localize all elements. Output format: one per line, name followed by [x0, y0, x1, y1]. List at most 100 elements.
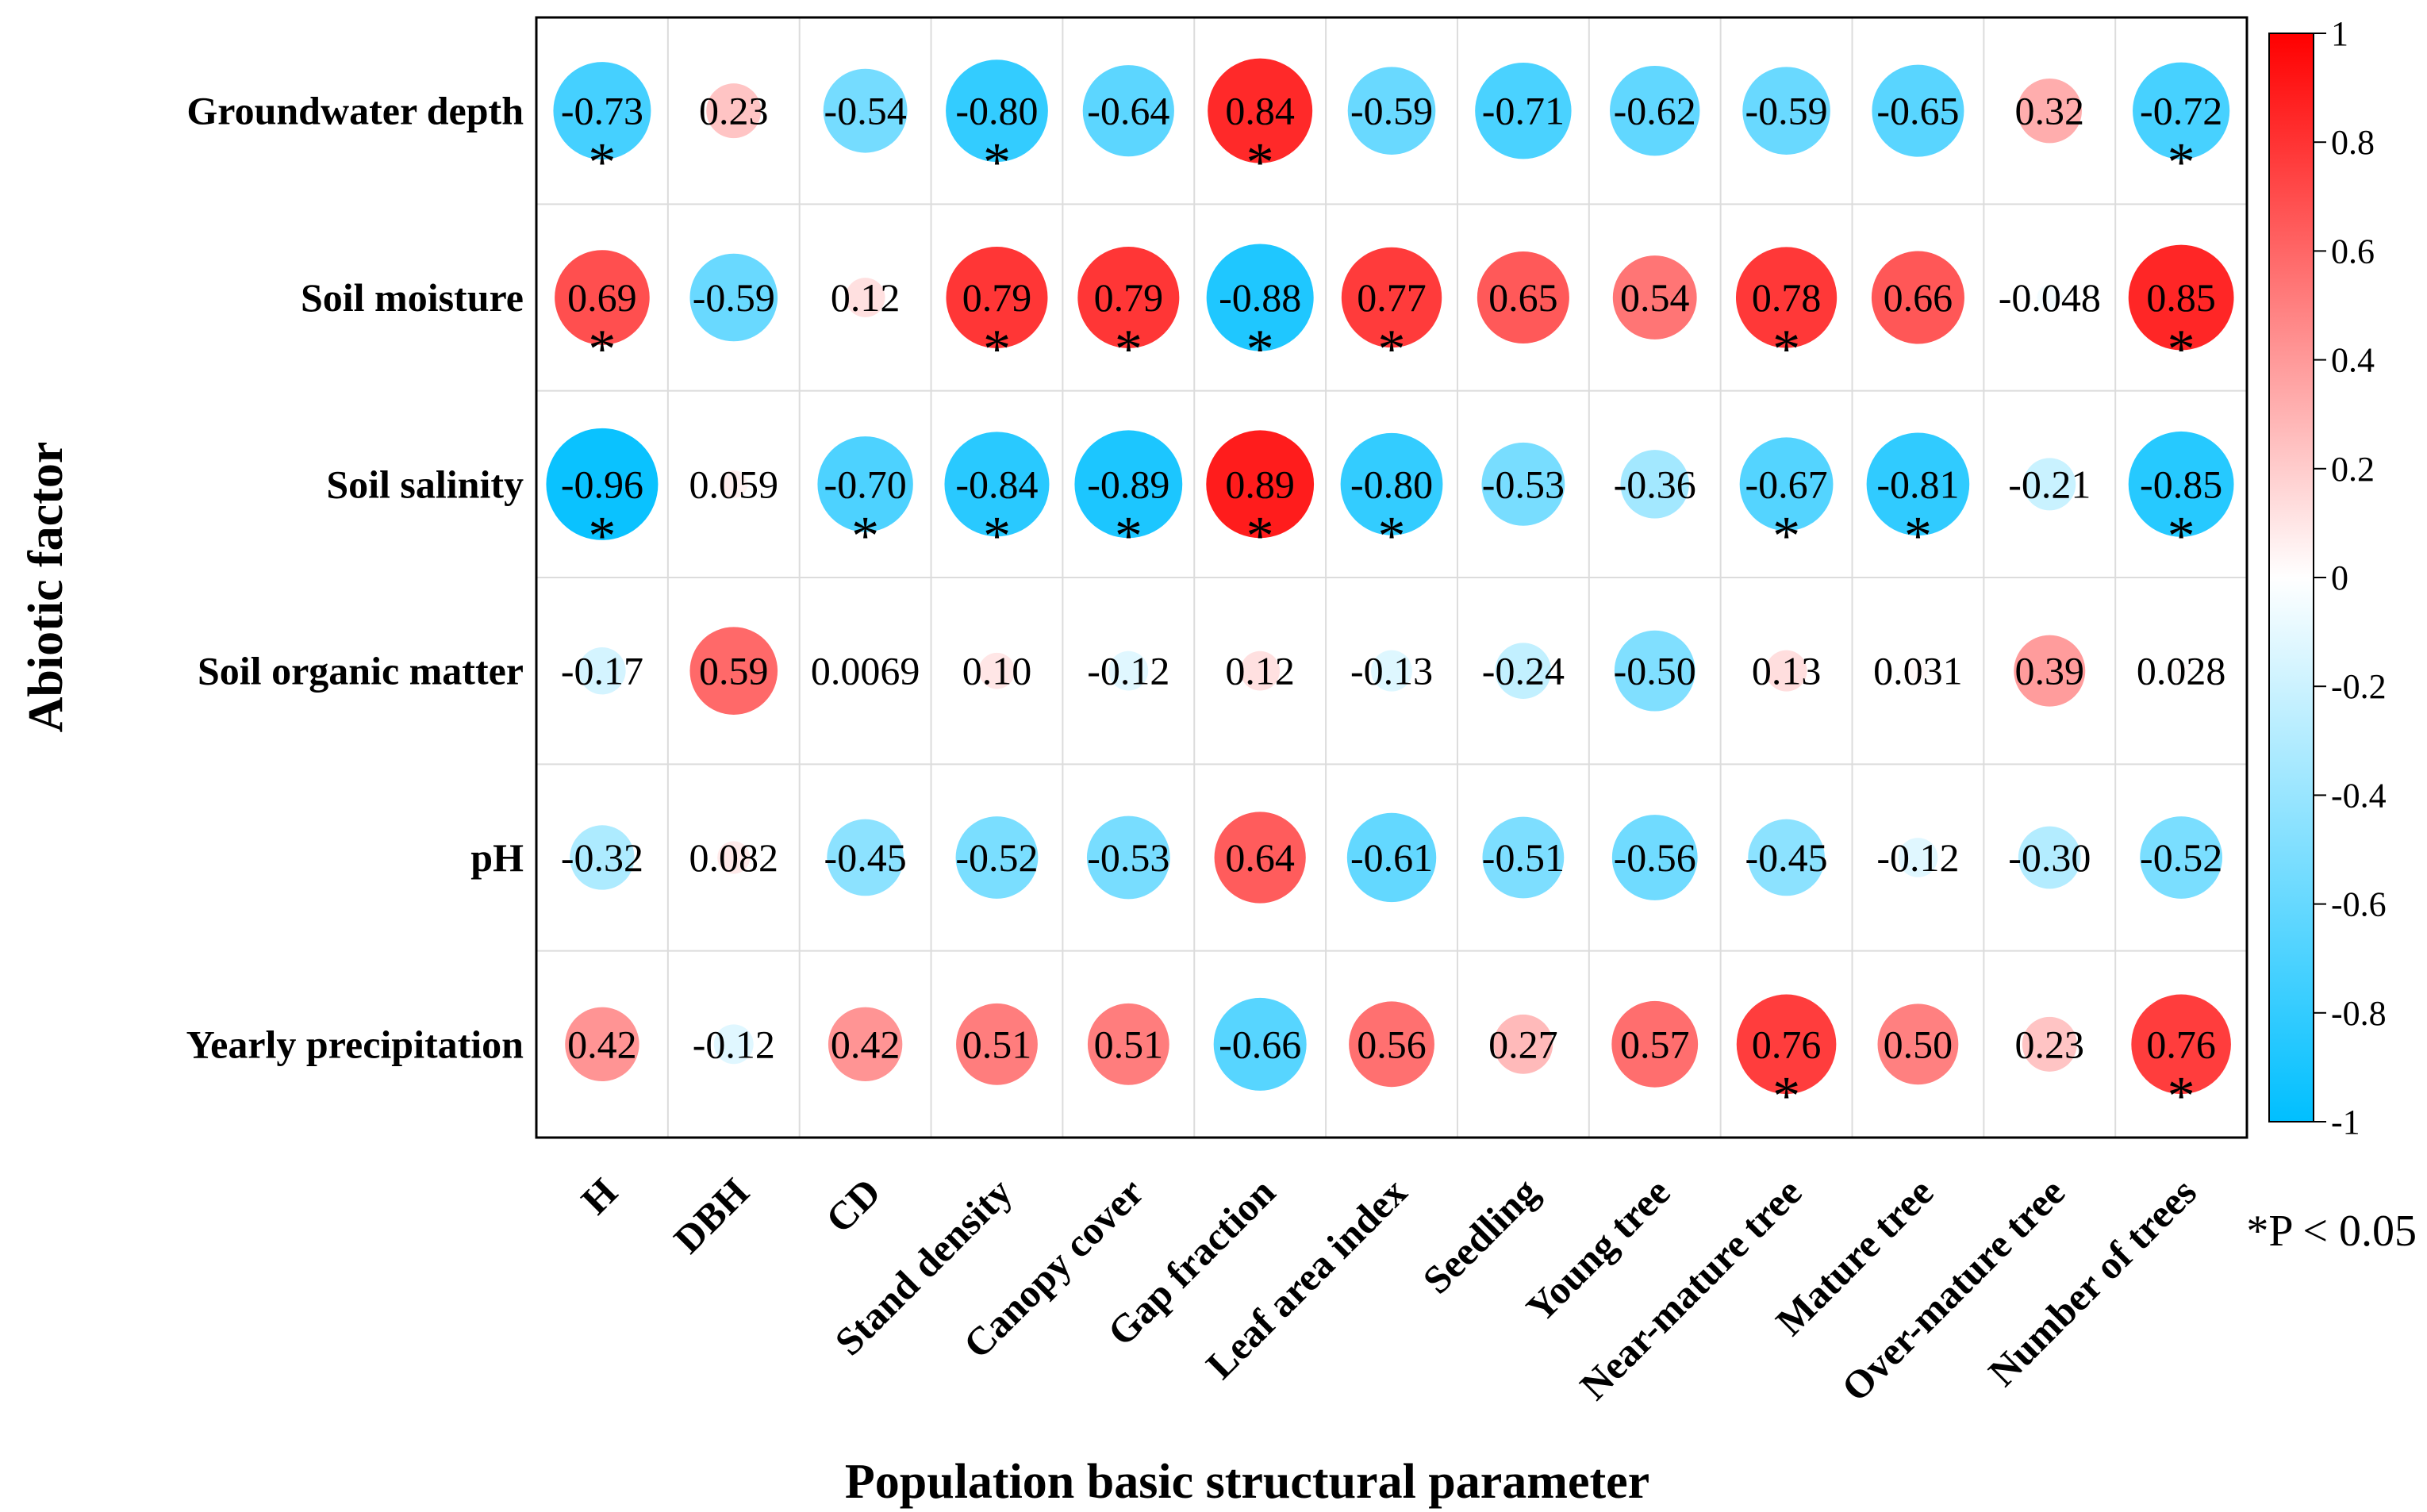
correlation-circle [1077, 246, 1180, 348]
correlation-cell: 0.031 [1873, 649, 1963, 693]
cell-value-label: -0.45 [1745, 835, 1827, 880]
correlation-cell: 0.84* [1208, 58, 1313, 194]
correlation-circle [817, 436, 913, 532]
cell-value-label: 0.69 [567, 275, 637, 320]
correlation-cell: -0.65 [1872, 64, 1964, 157]
correlation-cell: -0.81* [1866, 432, 1970, 566]
correlation-circle [1907, 660, 1929, 681]
cell-value-label: -0.12 [1876, 835, 1959, 880]
correlation-circle [1739, 437, 1834, 532]
correlation-cell: -0.36 [1614, 450, 1696, 519]
correlation-cell: -0.52 [2140, 816, 2222, 899]
correlation-cell: 0.76* [1736, 994, 1837, 1126]
significance-marker: * [588, 319, 616, 380]
cell-value-label: -0.53 [1482, 462, 1565, 506]
significance-marker: * [851, 505, 879, 566]
significance-marker: * [1772, 319, 1800, 380]
correlation-cell: 0.56 [1349, 1001, 1434, 1088]
significance-marker: * [1378, 505, 1406, 566]
significance-marker: * [983, 505, 1011, 566]
correlation-circle [2023, 458, 2076, 511]
cell-value-label: -0.65 [1876, 89, 1959, 133]
cell-value-label: -0.45 [824, 835, 907, 880]
significance-marker: * [1115, 505, 1142, 566]
cell-value-label: -0.13 [1350, 649, 1433, 693]
correlation-circle [1866, 432, 1970, 536]
correlation-cell: -0.59 [689, 253, 778, 342]
correlation-circle [2131, 994, 2231, 1095]
correlation-cell: -0.84* [944, 432, 1050, 566]
cell-value-label: 0.76 [1752, 1022, 1822, 1066]
significance-marker: * [1115, 319, 1142, 380]
significance-marker: * [1246, 319, 1274, 380]
cell-value-label: 0.65 [1488, 275, 1558, 320]
cell-value-label: 0.23 [2015, 1022, 2085, 1066]
cell-value-label: 0.059 [689, 462, 779, 506]
correlation-circle [1612, 255, 1697, 340]
correlation-cell: -0.61 [1346, 812, 1437, 903]
correlation-cell: -0.70* [817, 436, 913, 566]
correlation-cell: -0.59 [1742, 67, 1830, 155]
correlation-cell: 0.23 [2015, 1016, 2085, 1072]
correlation-cell: -0.30 [2008, 826, 2091, 889]
correlation-cell: -0.67* [1739, 437, 1834, 566]
cell-value-label: -0.72 [2140, 89, 2222, 133]
correlation-circle [720, 470, 748, 498]
cell-value-label: 0.23 [699, 89, 769, 133]
colorbar-tick-label: 0 [2331, 558, 2348, 597]
correlation-circle [1108, 650, 1149, 691]
cell-value-label: -0.21 [2008, 462, 2091, 506]
correlation-cell: 0.89* [1206, 430, 1315, 566]
correlation-cell: -0.24 [1482, 643, 1565, 699]
correlation-cell: 0.59 [689, 627, 778, 715]
column-label: DBH [665, 1169, 757, 1261]
cell-value-label: 0.39 [2015, 649, 2085, 693]
correlation-circle [978, 652, 1016, 689]
correlation-cell: -0.89* [1074, 430, 1183, 566]
correlation-circle [1481, 442, 1565, 526]
cell-value-label: 0.56 [1357, 1022, 1427, 1066]
cell-value-label: -0.24 [1482, 649, 1565, 693]
cell-value-label: -0.73 [561, 89, 643, 133]
correlation-cell: -0.17 [561, 647, 643, 695]
correlation-circle [1742, 67, 1830, 155]
correlation-circle [2172, 661, 2191, 681]
correlation-circle [1475, 62, 1572, 159]
correlation-cell: 0.66 [1871, 251, 1964, 344]
correlation-cell: -0.12 [1087, 649, 1169, 693]
correlation-circle [555, 250, 650, 345]
correlation-cell: 0.78* [1735, 247, 1838, 380]
cell-value-label: -0.52 [955, 835, 1038, 880]
correlation-cell: -0.72* [2133, 62, 2230, 194]
correlation-cell: 0.13 [1752, 649, 1822, 693]
correlation-circle [1482, 816, 1565, 899]
cell-value-label: 0.79 [1094, 275, 1164, 320]
correlation-circle [1213, 997, 1307, 1091]
cell-value-label: -0.30 [2008, 835, 2091, 880]
row-label: Soil moisture [301, 275, 524, 320]
cell-value-label: -0.88 [1219, 275, 1301, 320]
correlation-cell: 0.0069 [811, 649, 920, 693]
correlation-circle [1620, 450, 1689, 519]
cell-value-label: 0.12 [1225, 649, 1295, 693]
correlation-cell: 0.12 [1225, 649, 1295, 693]
correlation-circle [2133, 62, 2230, 159]
correlation-circle [1086, 815, 1170, 900]
correlation-circle [689, 627, 778, 715]
cell-value-label: -0.67 [1745, 462, 1827, 506]
correlation-circle [2037, 285, 2063, 310]
cell-value-label: -0.81 [1876, 462, 1959, 506]
cell-value-label: -0.54 [824, 89, 907, 133]
correlation-cell: 0.51 [1087, 1003, 1169, 1085]
correlation-circle [553, 62, 651, 160]
correlation-circle [1341, 247, 1442, 348]
correlation-circle [717, 841, 751, 874]
colorbar-tick-label: 0.8 [2331, 123, 2375, 162]
correlation-circle [956, 1003, 1038, 1085]
significance-marker: * [1772, 1065, 1800, 1126]
significance-marker: * [588, 132, 616, 194]
cell-value-label: 0.10 [962, 649, 1032, 693]
cell-value-label: -0.56 [1614, 835, 1696, 880]
significance-marker: * [1904, 505, 1932, 566]
correlation-cell: -0.53 [1086, 815, 1170, 900]
